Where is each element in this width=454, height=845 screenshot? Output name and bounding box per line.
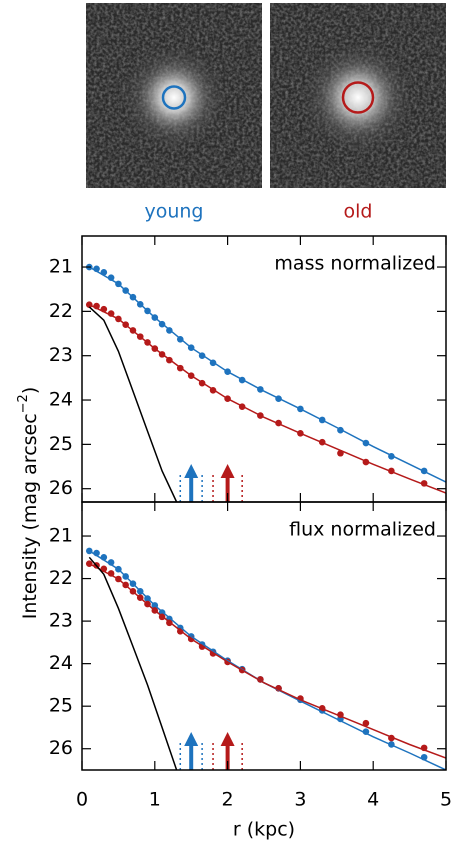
y-tick-label: 25	[49, 695, 73, 717]
plot-panel	[85, 263, 446, 502]
y-tick-label: 24	[49, 652, 73, 674]
arrow-head	[220, 732, 235, 746]
x-tick-label: 2	[222, 789, 234, 811]
panel-title: flux normalized	[289, 519, 436, 541]
arrow-head	[220, 464, 235, 478]
model-line	[88, 304, 446, 494]
aperture	[161, 85, 187, 110]
x-tick-label: 3	[294, 789, 306, 811]
stamp-label: young	[144, 201, 203, 223]
y-tick-label: 21	[49, 256, 73, 278]
y-axis-label: Intensity (mag arcsec−2)	[16, 387, 41, 620]
aperture	[341, 81, 375, 114]
arrow-head	[184, 464, 199, 478]
panel-title: mass normalized	[274, 253, 436, 275]
y-tick-label: 26	[49, 737, 73, 759]
x-axis-label: r (kpc)	[233, 819, 295, 841]
model-line	[88, 306, 178, 502]
y-tick-label: 24	[49, 389, 73, 411]
stamp-glow	[298, 37, 418, 158]
stamp-label: old	[344, 201, 373, 223]
x-tick-label: 5	[440, 789, 452, 811]
data-point	[362, 719, 370, 727]
y-tick-label: 23	[49, 610, 73, 632]
x-tick-label: 1	[149, 789, 161, 811]
y-label-sup: −2	[16, 394, 31, 413]
y-tick-label: 25	[49, 433, 73, 455]
arrow-head	[184, 732, 199, 746]
data-point	[85, 560, 93, 567]
y-label-end: )	[19, 387, 41, 394]
stamp-glow	[118, 41, 230, 154]
plot-frame	[81, 501, 447, 771]
y-tick-label: 22	[49, 300, 73, 322]
x-tick-label: 0	[76, 789, 88, 811]
y-label-text: Intensity (mag arcsec	[19, 413, 41, 619]
model-line	[88, 556, 178, 770]
y-tick-label: 26	[49, 477, 73, 499]
plot-panel	[85, 547, 446, 770]
model-line	[88, 563, 446, 759]
y-tick-label: 23	[49, 344, 73, 366]
x-tick-label: 4	[367, 789, 379, 811]
y-tick-label: 22	[49, 567, 73, 589]
plot-frame	[81, 235, 447, 503]
data-point	[85, 301, 93, 309]
y-tick-label: 21	[49, 525, 73, 547]
data-point	[85, 547, 93, 555]
model-line	[88, 266, 446, 483]
